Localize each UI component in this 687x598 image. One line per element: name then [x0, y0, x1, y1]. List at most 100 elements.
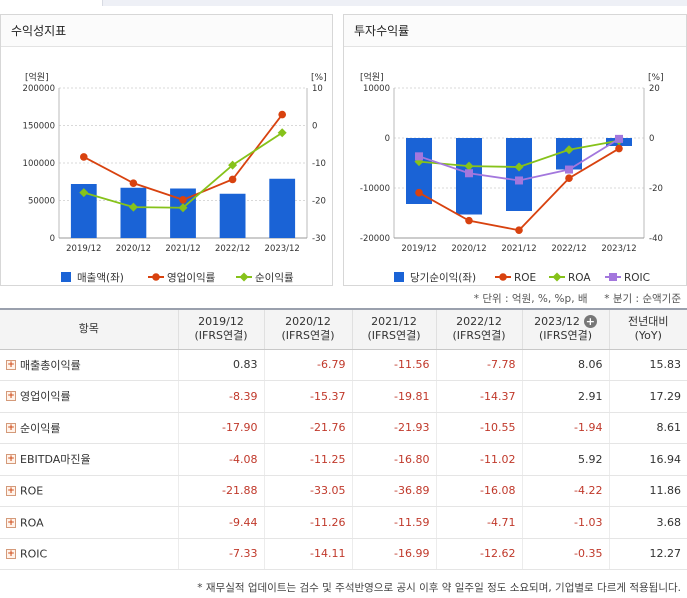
legend-item: 당기순이익(좌): [394, 272, 476, 284]
value-cell: -11.59: [351, 506, 436, 539]
row-label: 영업이익률: [20, 390, 71, 404]
value-cell: -4.22: [521, 475, 609, 507]
x-tick-label: 2020/12: [451, 244, 486, 254]
value-cell: -14.37: [435, 380, 522, 413]
data-point: [515, 226, 523, 235]
row-label: ROA: [20, 516, 44, 529]
value-cell: -1.94: [521, 412, 609, 444]
value-cell: -8.39: [177, 380, 264, 413]
value-cell: -17.90: [177, 412, 264, 444]
table-row: + ROIC -7.33 -14.11 -16.99 -12.62 -0.35 12.27: [0, 538, 687, 570]
row-label: 순이익률: [20, 421, 61, 435]
value-cell: -4.08: [177, 443, 264, 476]
legend-item: 순이익률: [236, 272, 294, 284]
left-tick-label: 50000: [28, 197, 55, 207]
value-cell: 5.92: [521, 443, 609, 476]
value-cell: 0.83: [177, 349, 264, 381]
value-cell: 2.91: [521, 380, 609, 413]
row-label-cell[interactable]: + ROA: [0, 506, 178, 539]
x-tick-label: 2023/12: [265, 244, 300, 254]
right-tick-label: 0: [649, 134, 654, 144]
x-tick-label: 2022/12: [551, 244, 586, 254]
legend-label: ROE: [514, 272, 536, 284]
right-tick-label: -20: [312, 197, 326, 207]
add-column-icon[interactable]: +: [583, 315, 597, 329]
left-tick-label: 150000: [23, 122, 55, 132]
value-cell: -21.88: [177, 475, 264, 507]
left-tick-label: 10000: [363, 84, 390, 94]
value-cell: -0.35: [521, 538, 609, 570]
data-point: [465, 169, 473, 178]
value-cell: 17.29: [608, 380, 687, 413]
table-header-row: 항목 2019/12 (IFRS연결) 2020/12 (IFRS연결) 2021/…: [0, 308, 687, 350]
right-tick-label: 0: [312, 122, 317, 132]
profitability-title: 수익성지표: [1, 15, 332, 47]
data-point: [615, 134, 623, 143]
active-tab[interactable]: [0, 0, 103, 6]
right-tick-label: -30: [312, 234, 326, 244]
data-point: [179, 195, 187, 204]
data-point: [464, 161, 474, 171]
header-2021: 2021/12 (IFRS연결): [351, 308, 436, 350]
value-cell: -11.25: [263, 443, 352, 476]
row-label-cell[interactable]: + 매출총이익률: [0, 349, 178, 381]
header-item: 항목: [0, 308, 178, 350]
header-yoy: 전년대비 (YoY): [608, 308, 687, 350]
right-tick-label: 10: [312, 84, 323, 94]
data-point: [564, 145, 574, 155]
x-tick-label: 2021/12: [165, 244, 200, 254]
data-point: [277, 128, 287, 138]
row-label-cell[interactable]: + 순이익률: [0, 412, 178, 444]
table-row: + 순이익률 -17.90 -21.76 -21.93 -10.55 -1.94 8.61: [0, 412, 687, 444]
data-point: [415, 152, 423, 161]
legend-label: ROIC: [624, 272, 650, 284]
data-point: [565, 165, 573, 174]
left-tick-label: -20000: [360, 234, 390, 244]
value-cell: -21.93: [351, 412, 436, 444]
legend-marker: [152, 273, 160, 281]
data-point: [465, 216, 473, 225]
expand-row-icon[interactable]: +: [6, 454, 16, 465]
right-axis-label: [%]: [311, 73, 327, 83]
row-label: EBITDA마진율: [20, 453, 91, 467]
row-label-cell[interactable]: + ROE: [0, 475, 178, 507]
value-cell: -33.05: [263, 475, 352, 507]
expand-row-icon[interactable]: +: [6, 517, 16, 528]
top-tab-strip: [0, 0, 687, 6]
x-tick-label: 2019/12: [401, 244, 436, 254]
value-cell: -1.03: [521, 506, 609, 539]
unit-note: * 단위 : 억원, %, %p, 배 * 분기 : 순액기준: [474, 291, 681, 306]
table-row: + 매출총이익률 0.83 -6.79 -11.56 -7.78 8.06 15.83: [0, 349, 687, 381]
data-point: [514, 162, 524, 172]
value-cell: -12.62: [435, 538, 522, 570]
row-label-cell[interactable]: + 영업이익률: [0, 380, 178, 413]
expand-row-icon[interactable]: +: [6, 391, 16, 402]
expand-row-icon[interactable]: +: [6, 549, 16, 559]
expand-row-icon[interactable]: +: [6, 359, 16, 370]
legend-label: 당기순이익(좌): [410, 272, 476, 284]
legend-item: ROE: [495, 272, 536, 284]
period-note-text: * 분기 : 순액기준: [604, 293, 681, 305]
legend-marker: [552, 272, 562, 282]
value-cell: -14.11: [263, 538, 352, 570]
row-label-cell[interactable]: + ROIC: [0, 538, 178, 570]
bar: [219, 193, 246, 238]
expand-row-icon[interactable]: +: [6, 422, 16, 433]
x-tick-label: 2021/12: [501, 244, 536, 254]
value-cell: -11.26: [263, 506, 352, 539]
legend-item: 영업이익률: [148, 271, 216, 284]
value-cell: -4.71: [435, 506, 522, 539]
expand-row-icon[interactable]: +: [6, 486, 16, 496]
table-row: + ROA -9.44 -11.26 -11.59 -4.71 -1.03 3.68: [0, 506, 687, 539]
investment-return-chart: [억원] [%] 10000 0 -10000 -20000 20 0 -20 -40 2019/1…: [360, 71, 664, 284]
row-label: 매출총이익률: [20, 358, 81, 372]
data-point: [515, 176, 523, 185]
value-cell: -15.37: [263, 380, 352, 413]
row-label-cell[interactable]: + EBITDA마진율: [0, 443, 178, 476]
value-cell: 15.83: [608, 349, 687, 381]
data-point: [79, 188, 89, 198]
right-tick-label: 20: [649, 84, 660, 94]
value-cell: -10.55: [435, 412, 522, 444]
investment-return-title: 투자수익률: [344, 15, 686, 47]
legend-marker: [499, 273, 507, 281]
